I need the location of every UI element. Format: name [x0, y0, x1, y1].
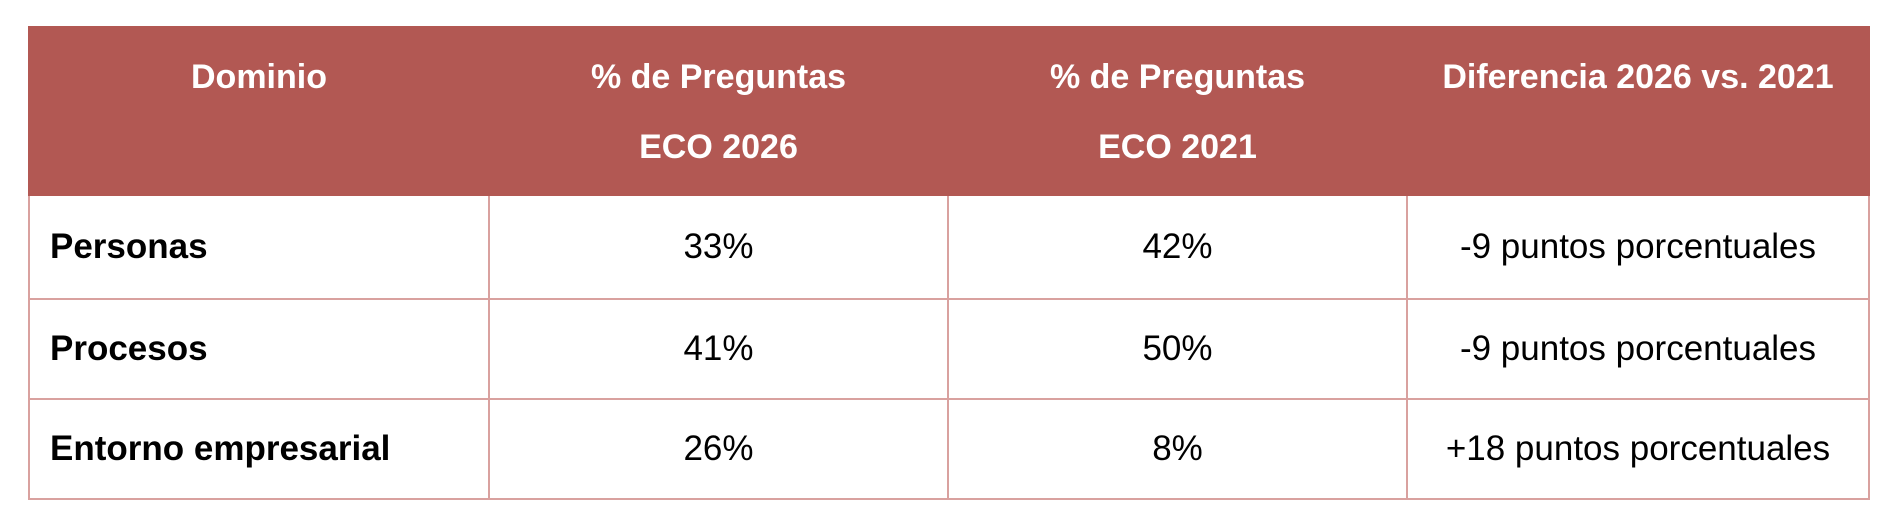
- table-row: Procesos 41% 50% -9 puntos porcentuales: [28, 298, 1870, 400]
- cell-eco-2026: 33%: [488, 194, 949, 300]
- header-eco-2021-line2: ECO 2021: [1098, 128, 1257, 166]
- cell-domain: Entorno empresarial: [28, 398, 490, 500]
- header-eco-2026-line1: % de Preguntas: [590, 58, 847, 96]
- header-row: Dominio % de Preguntas ECO 2026 % de Pre…: [28, 26, 1870, 196]
- cell-eco-2026: 41%: [488, 298, 949, 400]
- cell-difference: +18 puntos porcentuales: [1406, 398, 1870, 500]
- eco-comparison-table: Dominio % de Preguntas ECO 2026 % de Pre…: [28, 26, 1870, 500]
- table-row: Entorno empresarial 26% 8% +18 puntos po…: [28, 398, 1870, 500]
- eco-comparison-table-container: Dominio % de Preguntas ECO 2026 % de Pre…: [28, 26, 1870, 500]
- header-eco-2026-line2: ECO 2026: [639, 128, 798, 166]
- cell-difference: -9 puntos porcentuales: [1406, 194, 1870, 300]
- cell-eco-2021: 8%: [947, 398, 1408, 500]
- header-domain-label: Dominio: [191, 58, 327, 96]
- header-domain: Dominio: [28, 26, 490, 196]
- header-difference: Diferencia 2026 vs. 2021: [1406, 26, 1870, 196]
- cell-domain: Procesos: [28, 298, 490, 400]
- cell-eco-2021: 42%: [947, 194, 1408, 300]
- header-eco-2021-line1: % de Preguntas: [1049, 58, 1306, 96]
- cell-domain: Personas: [28, 194, 490, 300]
- cell-difference: -9 puntos porcentuales: [1406, 298, 1870, 400]
- header-eco-2021: % de Preguntas ECO 2021: [947, 26, 1408, 196]
- header-eco-2026: % de Preguntas ECO 2026: [488, 26, 949, 196]
- table-row: Personas 33% 42% -9 puntos porcentuales: [28, 194, 1870, 300]
- table-body: Personas 33% 42% -9 puntos porcentuales …: [28, 194, 1870, 500]
- cell-eco-2026: 26%: [488, 398, 949, 500]
- header-difference-label: Diferencia 2026 vs. 2021: [1442, 58, 1834, 96]
- table-header: Dominio % de Preguntas ECO 2026 % de Pre…: [28, 26, 1870, 196]
- cell-eco-2021: 50%: [947, 298, 1408, 400]
